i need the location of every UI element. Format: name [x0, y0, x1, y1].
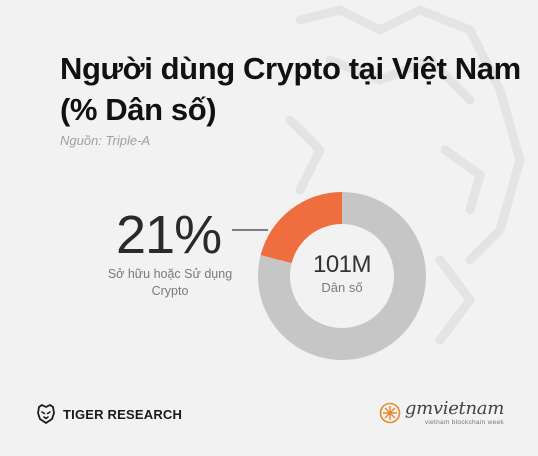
tiger-research-logo: TIGER RESEARCH [36, 404, 182, 424]
chart-title: Người dùng Crypto tại Việt Nam (% Dân số… [60, 51, 521, 127]
tiger-research-wordmark: TIGER RESEARCH [63, 406, 183, 422]
callout-label: Sở hữu hoặc Sử dụng Crypto [107, 267, 233, 298]
tiger-icon [37, 404, 55, 424]
gmvietnam-tagline: vietnam blockchain week [424, 419, 504, 426]
gmvietnam-logo: gmvietnam vietnam blockchain week [379, 400, 504, 426]
donut-center-label: Dân số [321, 280, 363, 295]
source-note: Nguồn: Triple-A [60, 133, 151, 148]
callout-percentage: 21% [116, 205, 222, 265]
gm-sunburst-icon [379, 402, 401, 424]
gmvietnam-wordmark: gmvietnam [404, 398, 504, 419]
donut-hole [290, 224, 394, 328]
donut-center-value: 101M [312, 251, 372, 278]
